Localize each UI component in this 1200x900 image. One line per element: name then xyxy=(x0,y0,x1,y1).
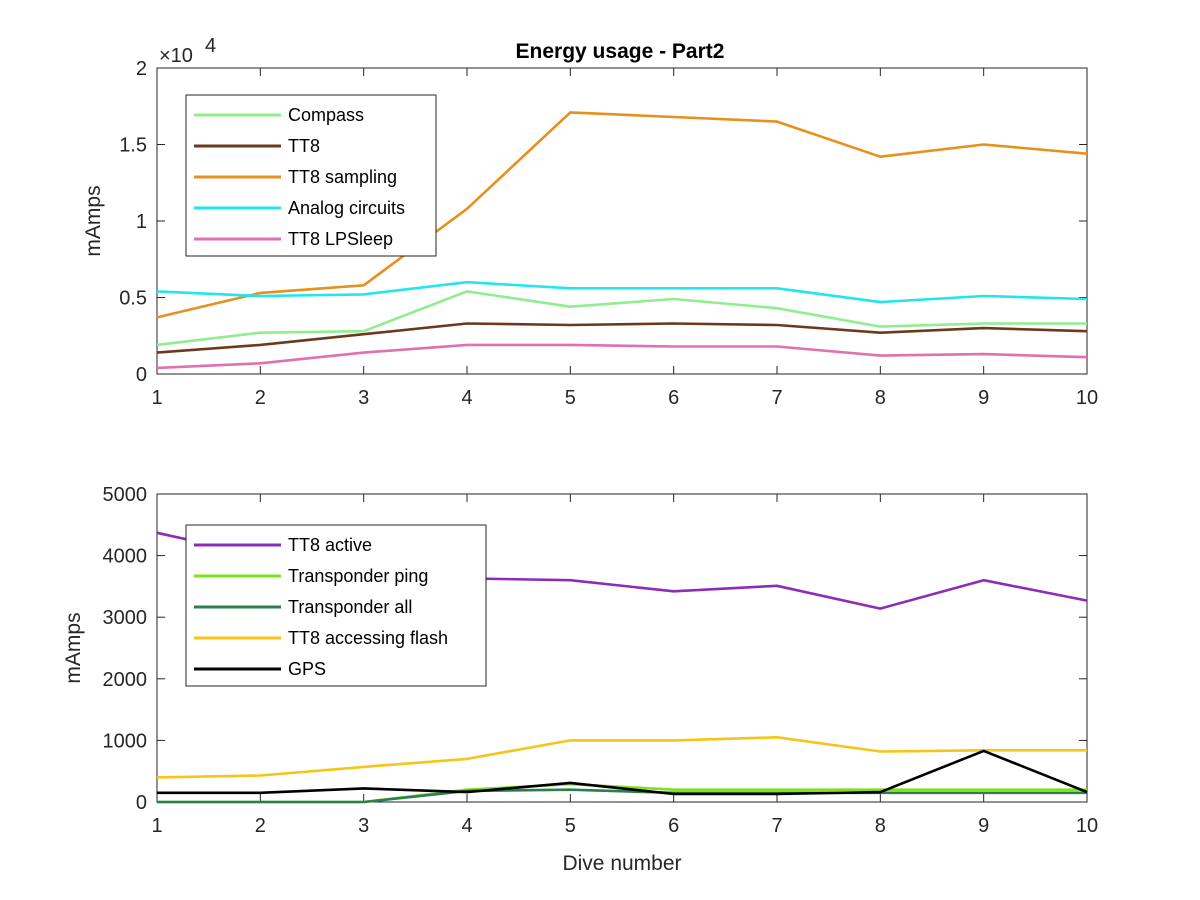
x-tick-label: 2 xyxy=(255,815,266,837)
y-axis-label: mAmps xyxy=(62,612,85,683)
y-tick-label: 0 xyxy=(136,364,147,386)
y-tick-label: 2000 xyxy=(103,669,148,691)
y-exponent-label: ×10 xyxy=(159,45,193,67)
y-tick-label: 5000 xyxy=(103,484,148,506)
x-tick-label: 8 xyxy=(875,815,886,837)
x-tick-label: 9 xyxy=(978,387,989,409)
x-tick-label: 8 xyxy=(875,387,886,409)
legend: Compass TT8 TT8 sampling Analog circuits TT8… xyxy=(185,94,437,257)
chart-title: Energy usage - Part2 xyxy=(516,40,725,63)
legend: TT8 active Transponder ping Transponder al… xyxy=(185,524,487,687)
series-line-gps xyxy=(157,749,1088,796)
legend-label: Transponder ping xyxy=(288,566,428,586)
legend-label: TT8 LPSleep xyxy=(288,229,393,249)
x-tick-label: 4 xyxy=(461,815,472,837)
legend-label: TT8 active xyxy=(288,535,372,555)
x-tick-label: 10 xyxy=(1076,815,1098,837)
series-line-tt8-lpsleep xyxy=(156,343,1088,370)
legend-label: Compass xyxy=(288,105,364,125)
legend-label: TT8 accessing flash xyxy=(288,628,448,648)
y-tick-label: 4000 xyxy=(103,546,148,568)
x-tick-label: 7 xyxy=(771,815,782,837)
x-tick-label: 5 xyxy=(565,815,576,837)
x-tick-label: 3 xyxy=(358,387,369,409)
series-line-compass xyxy=(156,290,1087,347)
x-tick-label: 10 xyxy=(1076,387,1098,409)
series-line-tt8-accessing-flash xyxy=(156,735,1087,779)
chart-panel-2: 1 2 3 4 5 6 7 8 9 10 0 1000 2000 3000 4000 5000 mAmps Div… xyxy=(62,484,1098,875)
x-tick-label: 4 xyxy=(461,387,472,409)
y-tick-label: 1 xyxy=(136,211,147,233)
legend-label: TT8 xyxy=(288,136,320,156)
y-tick-label: 1000 xyxy=(103,730,148,752)
legend-label: TT8 sampling xyxy=(288,167,397,187)
x-tick-label: 1 xyxy=(151,387,162,409)
y-tick-label: 3000 xyxy=(103,607,148,629)
x-tick-label: 9 xyxy=(978,815,989,837)
series-line-transponder-all xyxy=(157,788,1087,804)
series-line-tt8-sampling xyxy=(156,111,1088,319)
x-tick-label: 6 xyxy=(668,387,679,409)
legend-label: GPS xyxy=(288,659,326,679)
chart-panel-1: 1 2 3 4 5 6 7 8 9 10 0 0.5 1 1.5 2 ×10 4 mAmps Compass TT8 T… xyxy=(82,35,1098,409)
y-tick-label: 2 xyxy=(136,58,147,80)
legend-label: Transponder all xyxy=(288,597,412,617)
x-axis-label: Dive number xyxy=(562,852,681,875)
x-tick-label: 5 xyxy=(565,387,576,409)
x-tick-label: 1 xyxy=(151,815,162,837)
x-tick-label: 2 xyxy=(255,387,266,409)
y-tick-label: 1.5 xyxy=(119,135,147,157)
x-tick-label: 7 xyxy=(771,387,782,409)
x-tick-label: 3 xyxy=(358,815,369,837)
series-line-tt8 xyxy=(156,322,1088,354)
series-line-analog-circuits xyxy=(156,280,1088,304)
y-tick-label: 0 xyxy=(136,792,147,814)
y-tick-label: 0.5 xyxy=(119,288,147,310)
y-exponent-power: 4 xyxy=(205,35,216,57)
x-tick-label: 6 xyxy=(668,815,679,837)
legend-label: Analog circuits xyxy=(288,198,405,218)
y-axis-label: mAmps xyxy=(82,185,105,256)
